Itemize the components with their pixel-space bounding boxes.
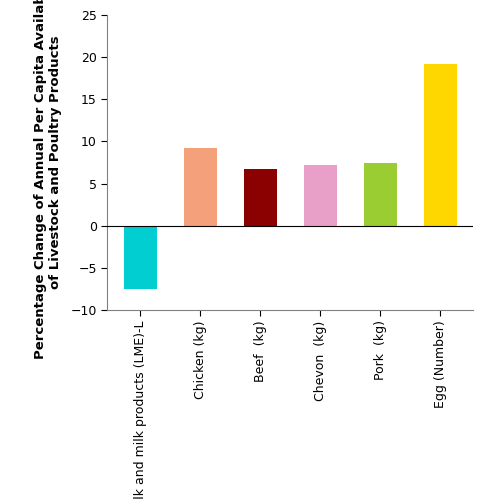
Y-axis label: Percentage Change of Annual Per Capita Availability
of Livestock and Poultry Pro: Percentage Change of Annual Per Capita A… bbox=[34, 0, 62, 359]
Bar bbox=[304, 165, 337, 226]
Bar bbox=[184, 148, 217, 226]
Bar bbox=[424, 64, 457, 226]
Bar bbox=[124, 226, 157, 289]
Bar bbox=[364, 162, 397, 226]
Bar bbox=[244, 169, 277, 226]
